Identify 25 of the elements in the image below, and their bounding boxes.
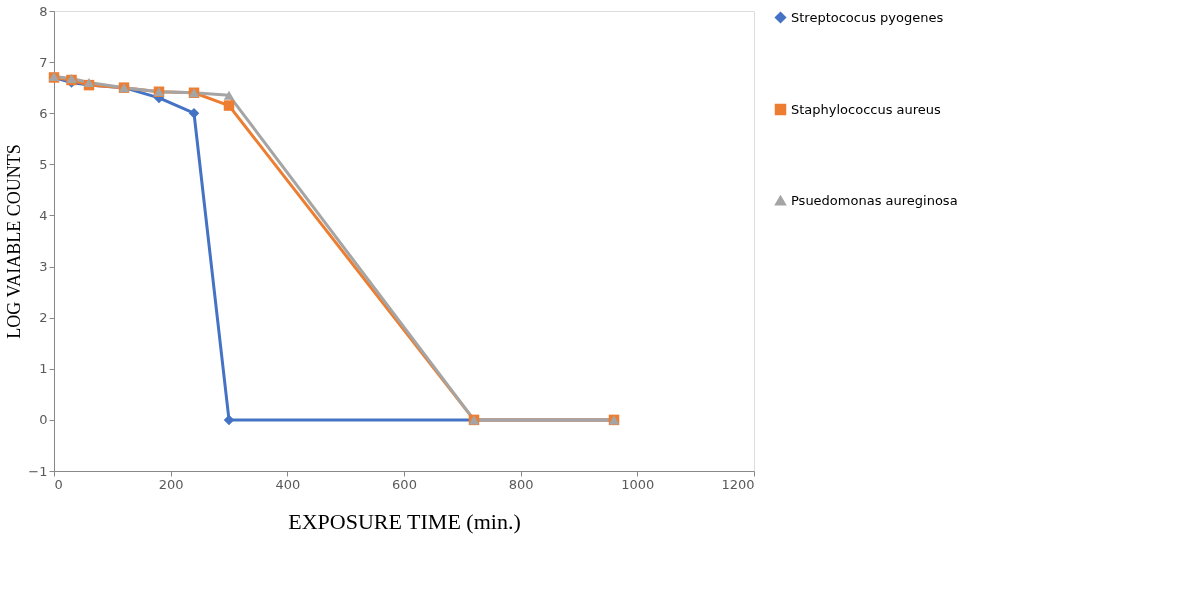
y-tick-label: 6 [39, 105, 48, 121]
y-tick-label: 7 [39, 54, 48, 70]
y-tick-label: 4 [39, 207, 48, 223]
point [223, 90, 235, 100]
x-tick-label: 1000 [621, 476, 655, 492]
y-tick-label: −1 [28, 463, 48, 479]
x-tick-label: 800 [508, 476, 534, 492]
x-tick-label: 200 [158, 476, 184, 492]
point [188, 107, 200, 119]
x-axis-title: EXPOSURE TIME (min.) [288, 508, 521, 534]
y-tick-label: 0 [39, 412, 48, 428]
y-tick-label: 2 [39, 310, 48, 326]
x-tick-label: 600 [392, 476, 417, 492]
point [223, 100, 235, 111]
y-axis-title: LOG VAIABLE COUNTS [4, 144, 25, 339]
x-tick-label: 400 [275, 476, 301, 492]
x-tick-label: 0 [54, 476, 63, 492]
x-tick-label: 1200 [721, 476, 755, 492]
y-tick-label: 3 [39, 259, 48, 275]
y-tick-label: 5 [39, 156, 48, 172]
legend-label: Staphylococcus aureus [791, 101, 942, 117]
y-tick-label: 1 [39, 361, 48, 377]
y-tick-label: 8 [39, 3, 48, 19]
legend-label: Psuedomonas aureginosa [791, 192, 958, 208]
legend-label: Streptococus pyogenes [791, 9, 944, 25]
